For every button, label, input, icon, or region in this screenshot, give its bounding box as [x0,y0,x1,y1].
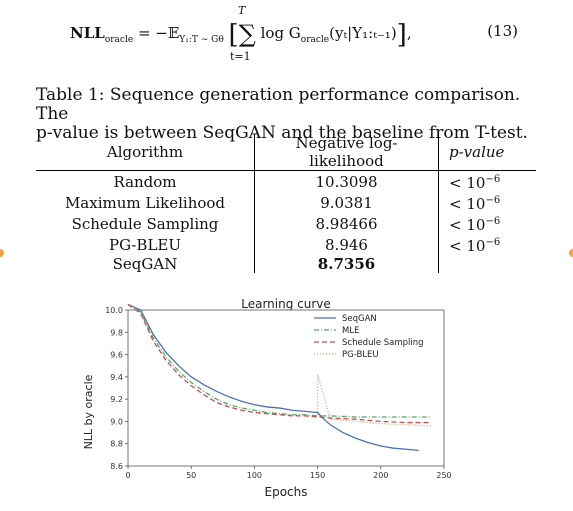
expectation-subscript: Y₁:T ∼ Gθ [179,35,224,45]
results-table: Algorithm Negative log-likelihood p-valu… [36,134,536,273]
y-tick-label: 9.2 [110,395,123,404]
pvalue-base: < 10 [449,174,486,192]
axis-ticks: 0 50 100 150 200 250 8.6 8.8 9.0 9.2 9.4 9.6 9.8 10.0 [105,306,451,480]
equation-number: (13) [487,22,518,40]
cell-pvalue [438,255,536,273]
plot-area [127,309,445,467]
cell-pvalue: < 10−6 [438,234,536,255]
header-nll: Negative log-likelihood [254,134,439,171]
sum-symbol: ∑ [238,20,256,48]
header-pvalue: p-value [438,134,536,171]
y-tick-label: 8.6 [110,462,123,471]
cell-algorithm: Random [113,172,177,191]
cell-pvalue: < 10−6 [438,192,536,213]
table-row: Maximum Likelihood 9.0381 < 10−6 [36,192,536,213]
chart-title: Learning curve [241,297,331,311]
series-lines [127,303,432,452]
pvalue-base: < 10 [449,216,486,234]
nll-symbol: NLL [70,24,105,42]
open-bracket: [ [228,20,239,50]
table-row: Random 10.3098 < 10−6 [36,170,536,192]
equation-13: NLLoracle = −𝔼Y₁:T ∼ Gθ [∑ log Goracle(y… [0,0,573,75]
y-tick-label: 9.8 [110,328,123,337]
cell-nll: 8.946 [254,234,439,255]
oracle-subscript: oracle [300,35,330,45]
series-line-seqgan [127,303,419,452]
nll-subscript: oracle [104,35,134,45]
pvalue-base: < 10 [449,237,486,255]
legend-label: SeqGAN [342,314,377,324]
right-edge-marker [569,249,573,257]
expectation-symbol: = −𝔼 [137,24,180,42]
legend: SeqGAN MLE Schedule Sampling PG-BLEU [314,314,424,360]
header-algorithm: Algorithm [36,134,255,171]
series-line-mle [127,303,432,418]
pvalue-exponent: −6 [485,216,501,227]
cell-nll: 8.98466 [254,213,439,234]
cell-nll-best: 8.7356 [254,255,439,273]
series-line-schedule-sampling [127,303,432,424]
legend-label: Schedule Sampling [342,338,424,348]
y-tick-label: 9.0 [110,417,123,426]
x-tick-label: 0 [125,471,130,480]
cell-pvalue: < 10−6 [438,170,536,192]
y-tick-label: 10.0 [105,306,123,315]
x-tick-label: 50 [186,471,196,480]
learning-curve-chart: Learning curve Epochs NLL by oracle 0 50 1… [56,292,456,502]
close-bracket: ] [396,20,407,50]
sum-upper-limit: T [238,4,246,17]
left-edge-marker [0,249,4,257]
chart-svg: Learning curve Epochs NLL by oracle 0 50 1… [82,297,452,499]
y-tick-label: 9.6 [110,351,123,360]
pvalue-exponent: −6 [485,174,501,185]
y-tick-label: 9.4 [110,373,123,382]
pvalue-exponent: −6 [485,237,501,248]
legend-label: PG-BLEU [342,350,379,360]
y-axis-label: NLL by oracle [82,374,95,449]
equation-args: (yₜ|Y₁:ₜ₋₁) [329,24,397,42]
legend-label: MLE [342,326,359,336]
x-tick-label: 150 [310,471,325,480]
table-row: Schedule Sampling 8.98466 < 10−6 [36,213,536,234]
pvalue-exponent: −6 [485,195,501,206]
cell-algorithm: Maximum Likelihood [64,193,226,212]
cell-pvalue: < 10−6 [438,213,536,234]
pvalue-base: < 10 [449,195,486,213]
series-line-pg-bleu [316,374,432,427]
cell-algorithm: SeqGAN [112,255,178,273]
equation-log-term: log G [260,24,301,42]
x-axis-label: Epochs [265,485,308,499]
cell-algorithm: PG-BLEU [109,235,181,254]
x-tick-label: 250 [436,471,451,480]
caption-line-1: Table 1: Sequence generation performance… [36,85,521,124]
cell-nll: 9.0381 [254,192,439,213]
equation-body: NLLoracle = −𝔼Y₁:T ∼ Gθ [∑ log Goracle(y… [70,20,412,50]
table-header-row: Algorithm Negative log-likelihood p-valu… [36,134,536,171]
x-tick-label: 200 [373,471,388,480]
y-tick-label: 8.8 [110,440,123,449]
x-tick-label: 100 [247,471,262,480]
sum-lower-limit: t=1 [230,50,251,63]
cell-nll: 10.3098 [254,170,439,192]
table-row: SeqGAN 8.7356 [36,255,536,273]
table-row: PG-BLEU 8.946 < 10−6 [36,234,536,255]
cell-algorithm: Schedule Sampling [71,214,219,233]
